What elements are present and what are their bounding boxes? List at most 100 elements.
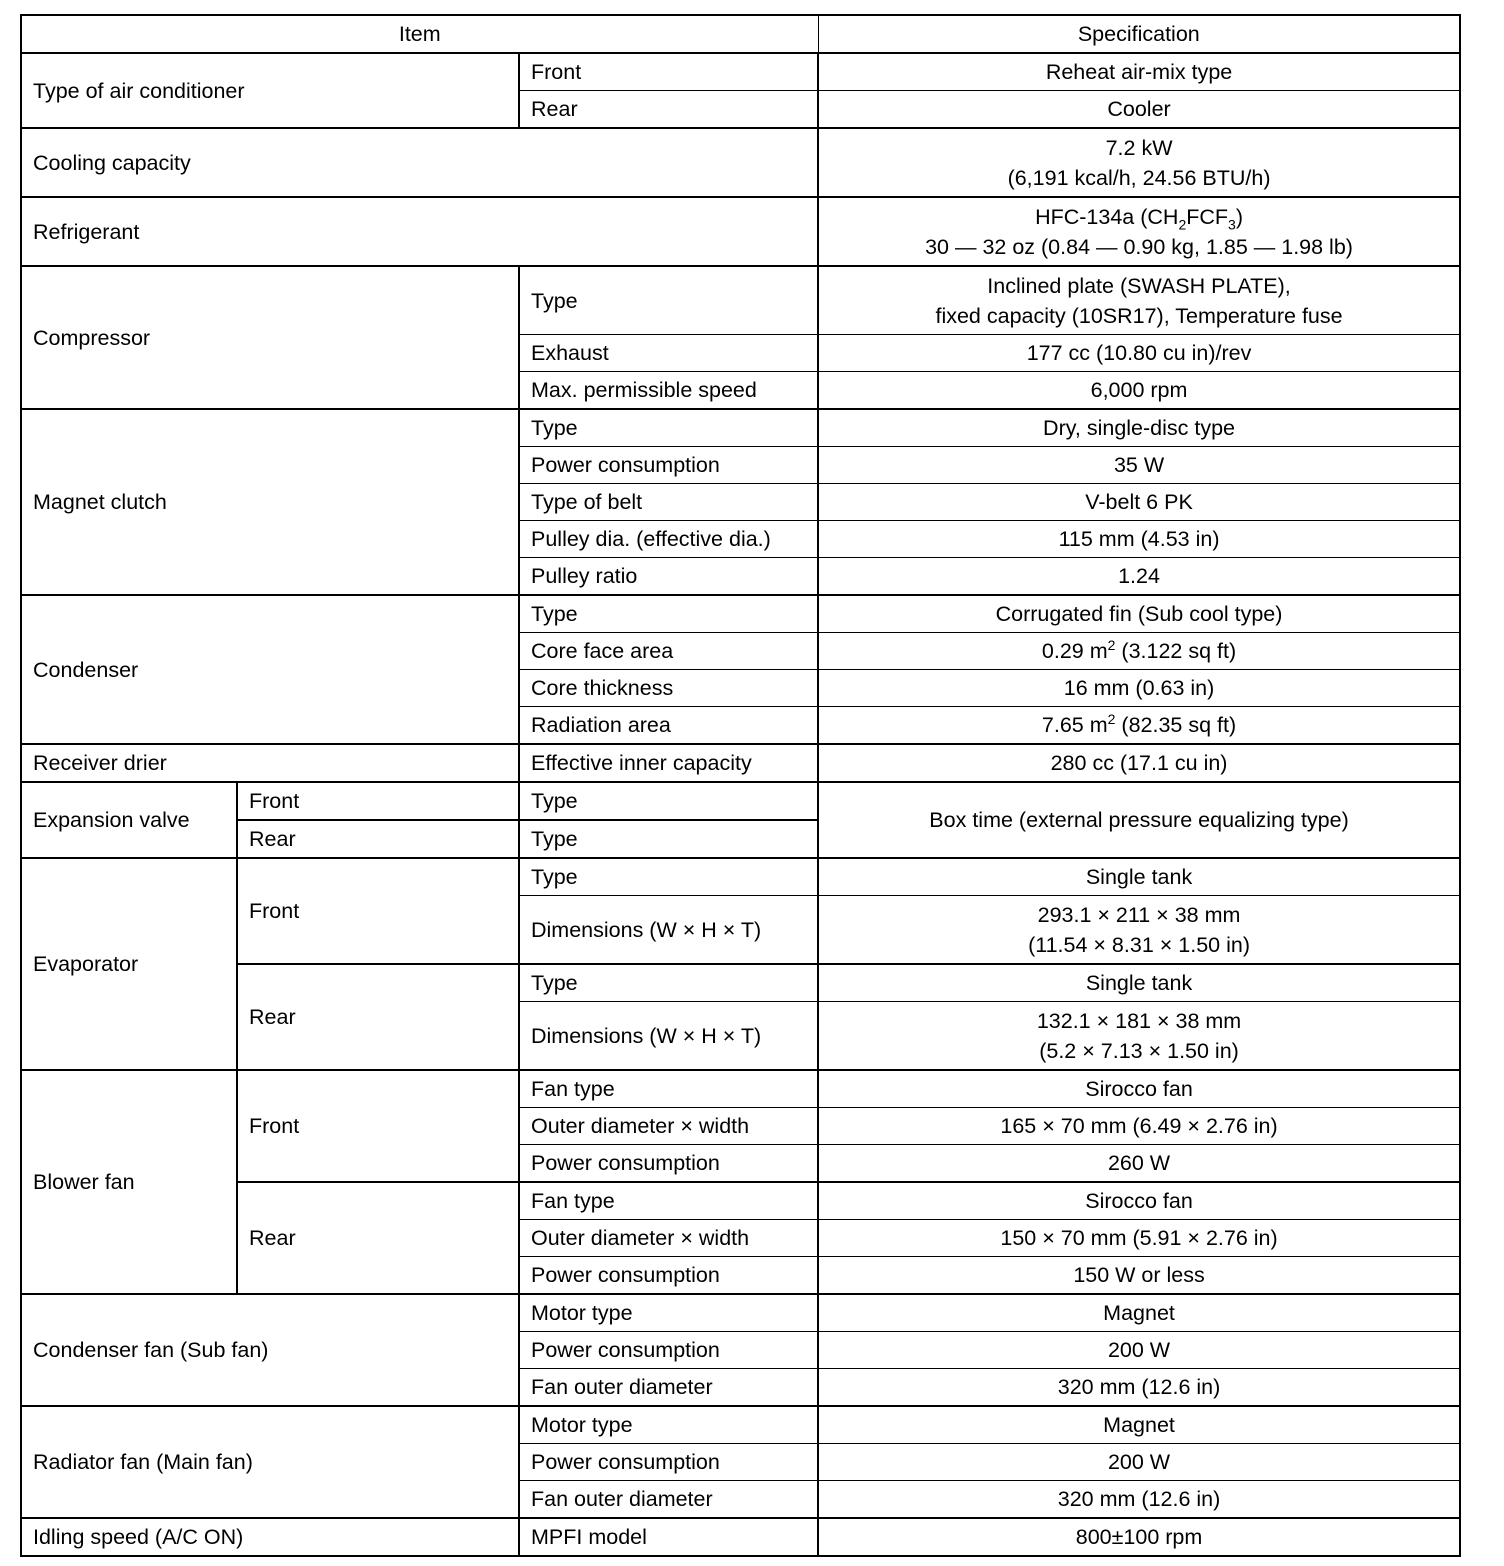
item-cell: Condenser fan (Sub fan) [20,1293,520,1407]
item-cell: Evaporator [20,857,238,1071]
parameter-cell: Radiation area [518,706,820,745]
spec-cell: 7.65 m2 (82.35 sq ft) [817,706,1461,745]
spec-cell: Single tank [817,857,1461,896]
table-row: Core face area 0.29 m2 (3.122 sq ft) [21,632,1461,670]
parameter-cell: Exhaust [518,334,820,372]
item-cell: Expansion valve [20,781,238,859]
item-cell: Condenser [20,594,520,745]
header-specification: Specification [817,14,1461,54]
table-row: Compressor Type Inclined plate (SWASH PLAT… [20,265,1461,410]
specification-table: Item Specification Type of air condition… [20,14,1462,1557]
item-cell: Radiator fan (Main fan) [20,1405,520,1519]
table-row: Power consumption 260 W [21,1144,1461,1183]
spec-cell: 150 W or less [817,1256,1461,1295]
parameter-cell: Dimensions (W × H × T) [518,1001,820,1071]
parameter-cell: Type [518,781,820,821]
spec-cell: 320 mm (12.6 in) [817,1368,1461,1407]
parameter-cell: Power consumption [518,446,820,484]
parameter-cell: Fan type [518,1181,820,1220]
table-row: Rear Cooler [21,90,1461,129]
table-row: Condenser Type Corrugated fin (Sub cool ty… [20,594,1461,745]
parameter-cell: Outer diameter × width [518,1107,820,1145]
parameter-cell: Motor type [518,1293,820,1332]
parameter-cell: Type [518,857,820,896]
spec-cell: 165 × 70 mm (6.49 × 2.76 in) [817,1107,1461,1145]
spec-cell: 320 mm (12.6 in) [817,1480,1461,1519]
parameter-cell: Type [518,265,820,335]
spec-cell: Magnet [817,1405,1461,1444]
item-cell: Magnet clutch [20,408,520,596]
parameter-cell: Pulley ratio [518,557,820,596]
table-row: Power consumption 150 W or less [21,1256,1461,1295]
parameter-cell: Motor type [518,1405,820,1444]
spec-cell: 1.24 [817,557,1461,596]
spec-cell: 0.29 m2 (3.122 sq ft) [817,632,1461,670]
parameter-cell: Outer diameter × width [518,1219,820,1257]
table-row: Rear Type Single tank [21,963,1461,1071]
table-row: Dimensions (W × H × T) 293.1 × 211 × 38 m… [21,895,1461,965]
parameter-cell: Type [518,594,820,633]
subgroup-cell: Rear [236,819,520,859]
spec-cell: V-belt 6 PK [817,483,1461,521]
table-row: Max. permissible speed 6,000 rpm [21,371,1461,410]
subgroup-cell: Front [236,781,520,821]
parameter-cell: Power consumption [518,1256,820,1295]
superscript: 2 [1107,710,1116,727]
header-item: Item [20,14,819,54]
spec-cell: HFC-134a (CH2FCF3) 30 — 32 oz (0.84 — 0.9… [817,196,1461,267]
spec-cell: 177 cc (10.80 cu in)/rev [817,334,1461,372]
item-cell: Blower fan [20,1069,238,1295]
table-body: Type of air conditioner Front Reheat air-m… [20,52,1461,1557]
spec-cell: 260 W [817,1144,1461,1183]
superscript: 2 [1107,636,1116,653]
table-row: Pulley ratio 1.24 [21,557,1461,596]
spec-cell: 280 cc (17.1 cu in) [817,743,1461,783]
table-row: Refrigerant HFC-134a (CH2FCF3) 30 — 32 oz … [20,196,1461,267]
spec-cell: 7.2 kW (6,191 kcal/h, 24.56 BTU/h) [817,127,1461,198]
spec-cell: 200 W [817,1443,1461,1481]
parameter-cell: Type [518,819,820,859]
table-row: Core thickness 16 mm (0.63 in) [21,669,1461,707]
table-row: Type of belt V-belt 6 PK [21,483,1461,521]
parameter-cell: Front [518,52,820,91]
spec-cell: Magnet [817,1293,1461,1332]
subgroup-cell: Front [236,1069,520,1183]
parameter-cell: Core face area [518,632,820,670]
spec-cell: Dry, single-disc type [817,408,1461,447]
spec-cell: Single tank [817,963,1461,1002]
header-row: Item Specification [20,14,1461,54]
item-cell: Refrigerant [20,196,820,267]
table-row: Radiator fan (Main fan) Motor type Magnet [20,1405,1461,1519]
table-row: Outer diameter × width 150 × 70 mm (5.91 … [21,1219,1461,1257]
parameter-cell: Power consumption [518,1144,820,1183]
parameter-cell: Dimensions (W × H × T) [518,895,820,965]
parameter-cell: Fan outer diameter [518,1368,820,1407]
spec-cell: 16 mm (0.63 in) [817,669,1461,707]
parameter-cell: Pulley dia. (effective dia.) [518,520,820,558]
table-row: Condenser fan (Sub fan) Motor type Magnet [20,1293,1461,1407]
table-row: Power consumption 200 W [21,1331,1461,1369]
spec-cell: 293.1 × 211 × 38 mm (11.54 × 8.31 × 1.50 … [817,895,1461,965]
subgroup-cell: Front [236,857,520,965]
spec-cell: 800±100 rpm [817,1517,1461,1557]
subgroup-cell: Rear [236,1181,520,1295]
item-cell: Cooling capacity [20,127,820,198]
table-row: Magnet clutch Type Dry, single-disc type [20,408,1461,596]
subgroup-cell: Rear [236,963,520,1071]
item-cell: Idling speed (A/C ON) [20,1517,520,1557]
parameter-cell: Type [518,963,820,1002]
table-row: Power consumption 200 W [21,1443,1461,1481]
spec-cell: Box time (external pressure equalizing t… [817,781,1461,859]
parameter-cell: Core thickness [518,669,820,707]
parameter-cell: Max. permissible speed [518,371,820,410]
parameter-cell: Power consumption [518,1443,820,1481]
parameter-cell: Rear [518,90,820,129]
spec-cell: Reheat air-mix type [817,52,1461,91]
spec-cell: 150 × 70 mm (5.91 × 2.76 in) [817,1219,1461,1257]
parameter-cell: Power consumption [518,1331,820,1369]
spec-cell: 115 mm (4.53 in) [817,520,1461,558]
table-row: Blower fan Front Fan type Sirocco fan [20,1069,1461,1295]
parameter-cell: Effective inner capacity [518,743,820,783]
table-row: Dimensions (W × H × T) 132.1 × 181 × 38 m… [21,1001,1461,1071]
table-row: Outer diameter × width 165 × 70 mm (6.49 … [21,1107,1461,1145]
